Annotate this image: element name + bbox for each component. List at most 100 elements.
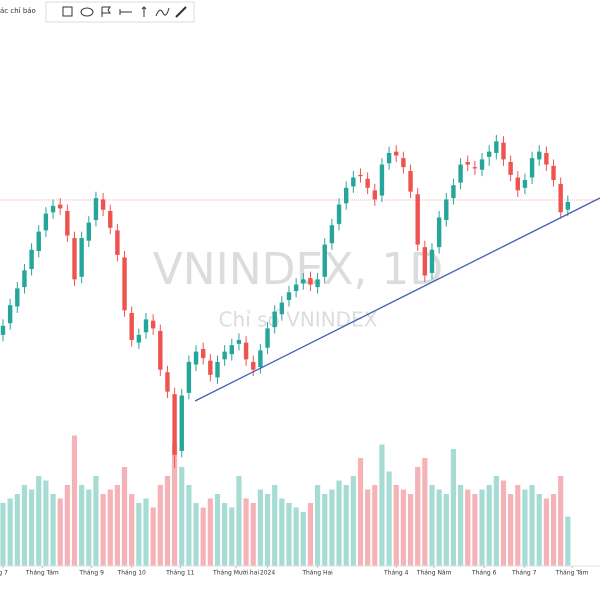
candle-body: [522, 180, 528, 188]
volume-bar: [272, 485, 278, 566]
candle-body: [386, 152, 392, 164]
candle-body: [186, 361, 192, 393]
volume-bar: [472, 494, 478, 566]
x-tick-label: g 7: [0, 570, 8, 577]
toolbar-label[interactable]: ác chỉ báo: [0, 7, 36, 15]
volume-bar: [529, 485, 535, 566]
candle-body: [15, 288, 20, 307]
volume-bar: [543, 498, 549, 566]
x-tick-label: Tháng 10: [117, 570, 146, 577]
candle-body: [79, 238, 84, 277]
volume-bar: [264, 494, 271, 566]
candle-body: [415, 194, 420, 245]
candle-body: [200, 349, 206, 359]
candle-body: [272, 311, 277, 328]
x-tick-label: Tháng 6: [471, 570, 497, 577]
rect-tool[interactable]: [62, 6, 73, 17]
volume-bar: [500, 480, 507, 566]
candle-body: [451, 185, 456, 199]
candle-body: [565, 201, 571, 210]
x-tick-label: Tháng Hai: [301, 570, 333, 577]
volume-bar: [350, 476, 356, 566]
candle-body: [36, 231, 41, 251]
candle-body: [129, 312, 134, 341]
candle-body: [143, 319, 149, 333]
hline-tool[interactable]: [119, 9, 132, 15]
brush-tool[interactable]: [175, 6, 187, 18]
volume-bar: [114, 485, 120, 566]
volume-bar: [400, 489, 406, 566]
volume-bar: [386, 471, 392, 566]
candle-body: [458, 164, 463, 183]
candle-body: [358, 174, 363, 177]
volume-bar: [143, 498, 149, 566]
volume-bar: [214, 494, 221, 566]
volume-bar: [365, 489, 371, 566]
x-tick-label: Tháng 11: [165, 570, 194, 577]
candle-body: [465, 161, 470, 165]
flag-tool[interactable]: [101, 6, 111, 17]
volume-bar: [100, 494, 106, 566]
volume-bar: [357, 458, 364, 566]
volume-bar: [457, 485, 464, 566]
candle-body: [336, 204, 342, 224]
candle-body: [544, 152, 549, 165]
candle-body: [308, 278, 313, 285]
x-tick-label: Tháng 7: [511, 570, 537, 577]
candle-body: [379, 164, 385, 196]
volume-bar: [415, 467, 421, 566]
candle-body: [322, 244, 327, 277]
candle-body: [179, 395, 184, 451]
candle-body: [258, 350, 263, 368]
candle-body: [158, 330, 163, 370]
volume-bar: [157, 485, 163, 566]
candle-body: [172, 394, 177, 455]
volume-bar: [93, 476, 99, 566]
candle-body: [58, 204, 63, 209]
ellipse-tool[interactable]: [80, 7, 94, 17]
volume-bar: [186, 485, 192, 566]
candle-body: [279, 302, 285, 315]
candle-body: [243, 342, 249, 360]
volume-bar: [50, 494, 56, 566]
volume-bar: [229, 507, 235, 566]
candle-body: [165, 372, 170, 392]
candle-body: [22, 270, 27, 288]
trend-line: [194, 197, 600, 402]
volume-bar: [422, 458, 428, 566]
volume-bar: [372, 485, 378, 566]
candle-body: [529, 158, 535, 178]
candle-body: [315, 279, 320, 288]
volume-bar: [236, 476, 242, 566]
volume-bar: [479, 489, 485, 566]
path-tool[interactable]: [155, 7, 170, 17]
toolbar: [45, 1, 195, 23]
volume-bar: [508, 494, 514, 566]
candle-body: [343, 187, 349, 204]
candle-body: [222, 351, 227, 360]
candle-body: [558, 183, 563, 213]
volume-bar: [379, 444, 385, 566]
volume-bar: [164, 476, 171, 566]
volume-bar: [0, 503, 6, 566]
candle-body: [508, 161, 513, 175]
volume-bar: [279, 498, 285, 566]
candle-body: [236, 340, 242, 344]
candle-body: [301, 279, 306, 284]
candle-body: [501, 142, 506, 160]
x-tick-label: Tháng Tám: [25, 570, 59, 577]
volume-bar: [536, 494, 542, 566]
arrow-tool[interactable]: [141, 6, 147, 17]
volume-bar: [565, 516, 571, 566]
candle-body: [372, 190, 377, 200]
volume-bar: [307, 503, 314, 566]
volume-bar: [293, 507, 299, 566]
volume-bar: [314, 485, 321, 566]
candle-body: [115, 230, 120, 255]
x-tick-label: Tháng Tám: [555, 570, 589, 577]
volume-bar: [43, 480, 49, 566]
volume-bar: [286, 503, 292, 566]
volume-bar: [64, 485, 70, 566]
volume-bar: [465, 489, 471, 566]
